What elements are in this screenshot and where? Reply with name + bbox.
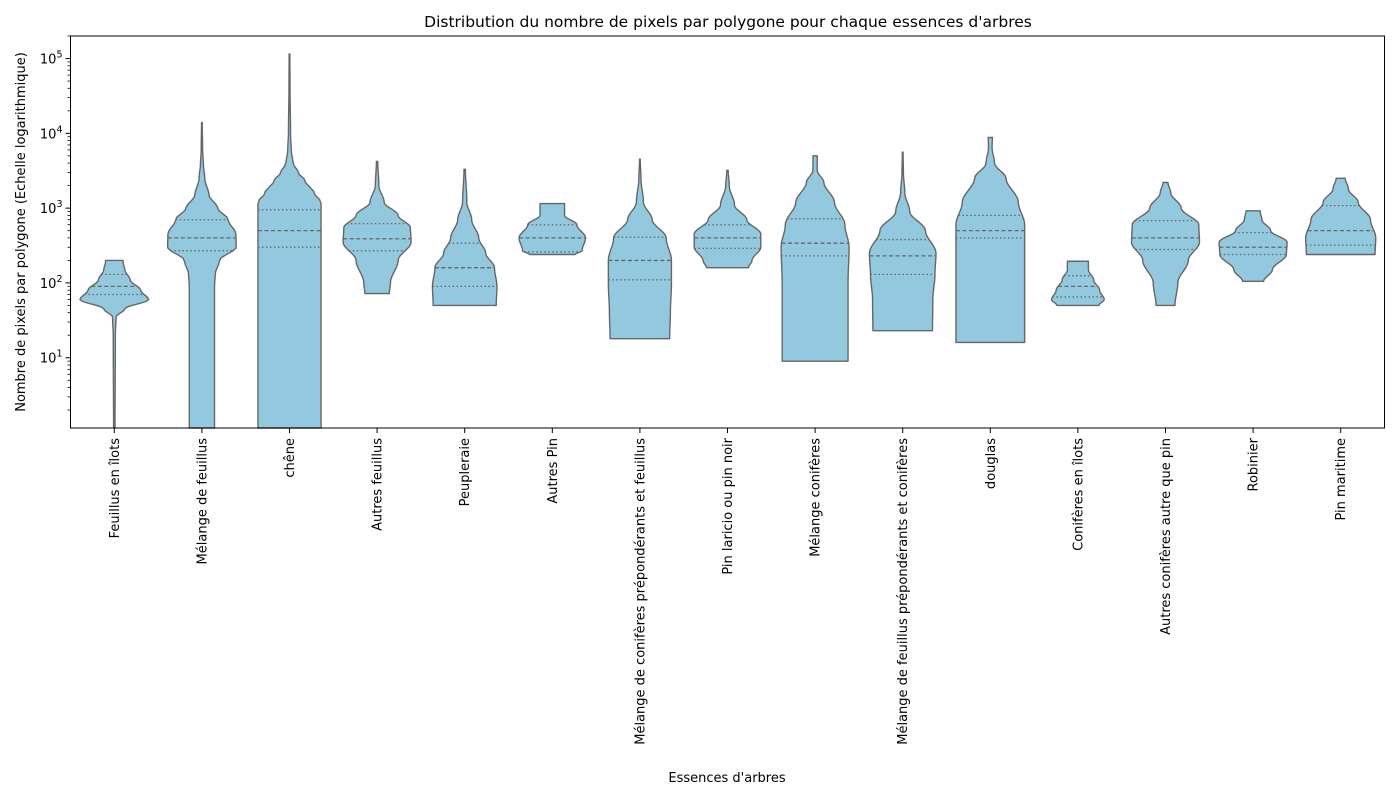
y-axis: 101 102 103 104 105: [40, 35, 71, 411]
y-axis-label: Nombre de pixels par polygone (Echelle l…: [14, 52, 29, 412]
x-tick-label: Peupleraie: [458, 438, 473, 506]
violin-body: [342, 160, 412, 295]
x-tick-label: Feuillus en îlots: [108, 438, 123, 539]
x-axis: Feuillus en îlots Mélange de feuillus chên…: [108, 428, 1349, 745]
violin-autres-feuillus: [342, 160, 412, 295]
x-tick-label: Robinier: [1247, 437, 1262, 491]
violin-body: [868, 151, 937, 332]
violin-autres-coniferes-autre-que-pin: [1130, 181, 1201, 307]
x-tick-label: douglas: [984, 438, 999, 489]
violin-body: [257, 53, 322, 429]
x-tick-label: Mélange de feuillus: [195, 438, 210, 565]
y-tick-label: 101: [40, 349, 63, 367]
x-tick-label: Autres feuillus: [371, 438, 386, 531]
y-tick-label: 102: [40, 274, 63, 292]
violin-feuillus-en-ilots: [79, 259, 150, 429]
violin-body: [1130, 181, 1201, 307]
violin-coniferes-en-ilots: [1050, 260, 1105, 307]
violin-body: [79, 259, 150, 429]
x-tick-label: Pin laricio ou pin noir: [721, 437, 736, 574]
y-tick-label: 103: [40, 199, 63, 217]
violin-body: [955, 136, 1026, 344]
violin-body: [607, 158, 673, 340]
x-tick-label: Autres Pin: [546, 438, 561, 504]
x-tick-label: Pin maritime: [1334, 438, 1349, 521]
violin-body: [1050, 260, 1105, 307]
violin-body: [431, 168, 498, 307]
x-tick-label: chêne: [283, 438, 298, 478]
x-tick-label: Autres conifères autre que pin: [1159, 438, 1174, 635]
violin-robinier: [1218, 210, 1288, 283]
y-tick-label: 105: [40, 50, 63, 68]
violin-douglas: [955, 136, 1026, 344]
violin-pin-maritime: [1304, 177, 1377, 256]
violin-body: [1304, 177, 1377, 256]
violin-body: [518, 202, 587, 256]
x-tick-label: Mélange de feuillus prépondérants et con…: [896, 438, 911, 745]
x-axis-label: Essences d'arbres: [668, 771, 785, 786]
x-tick-label: Mélange conifères: [809, 438, 824, 557]
violins-group: [79, 53, 1377, 429]
violin-melange-de-feuillus: [166, 121, 237, 429]
chart-title: Distribution du nombre de pixels par pol…: [424, 13, 1032, 31]
violin-body: [1218, 210, 1288, 283]
violin-chene: [257, 53, 322, 429]
violin-peupleraie: [431, 168, 498, 307]
violin-melange-de-coniferes-preponderants-et-feuillus: [607, 158, 673, 340]
violin-body: [780, 155, 850, 362]
x-tick-label: Mélange de conifères prépondérants et fe…: [633, 438, 648, 745]
violin-pin-laricio-ou-pin-noir: [693, 169, 762, 269]
x-tick-label: Conifères en îlots: [1071, 438, 1086, 551]
y-tick-label: 104: [40, 124, 63, 142]
violin-melange-de-feuillus-preponderants-et-coniferes: [868, 151, 937, 332]
violin-autres-pin: [518, 202, 587, 256]
violin-body: [693, 169, 762, 269]
violin-melange-coniferes: [780, 155, 850, 362]
violin-body: [166, 121, 237, 429]
